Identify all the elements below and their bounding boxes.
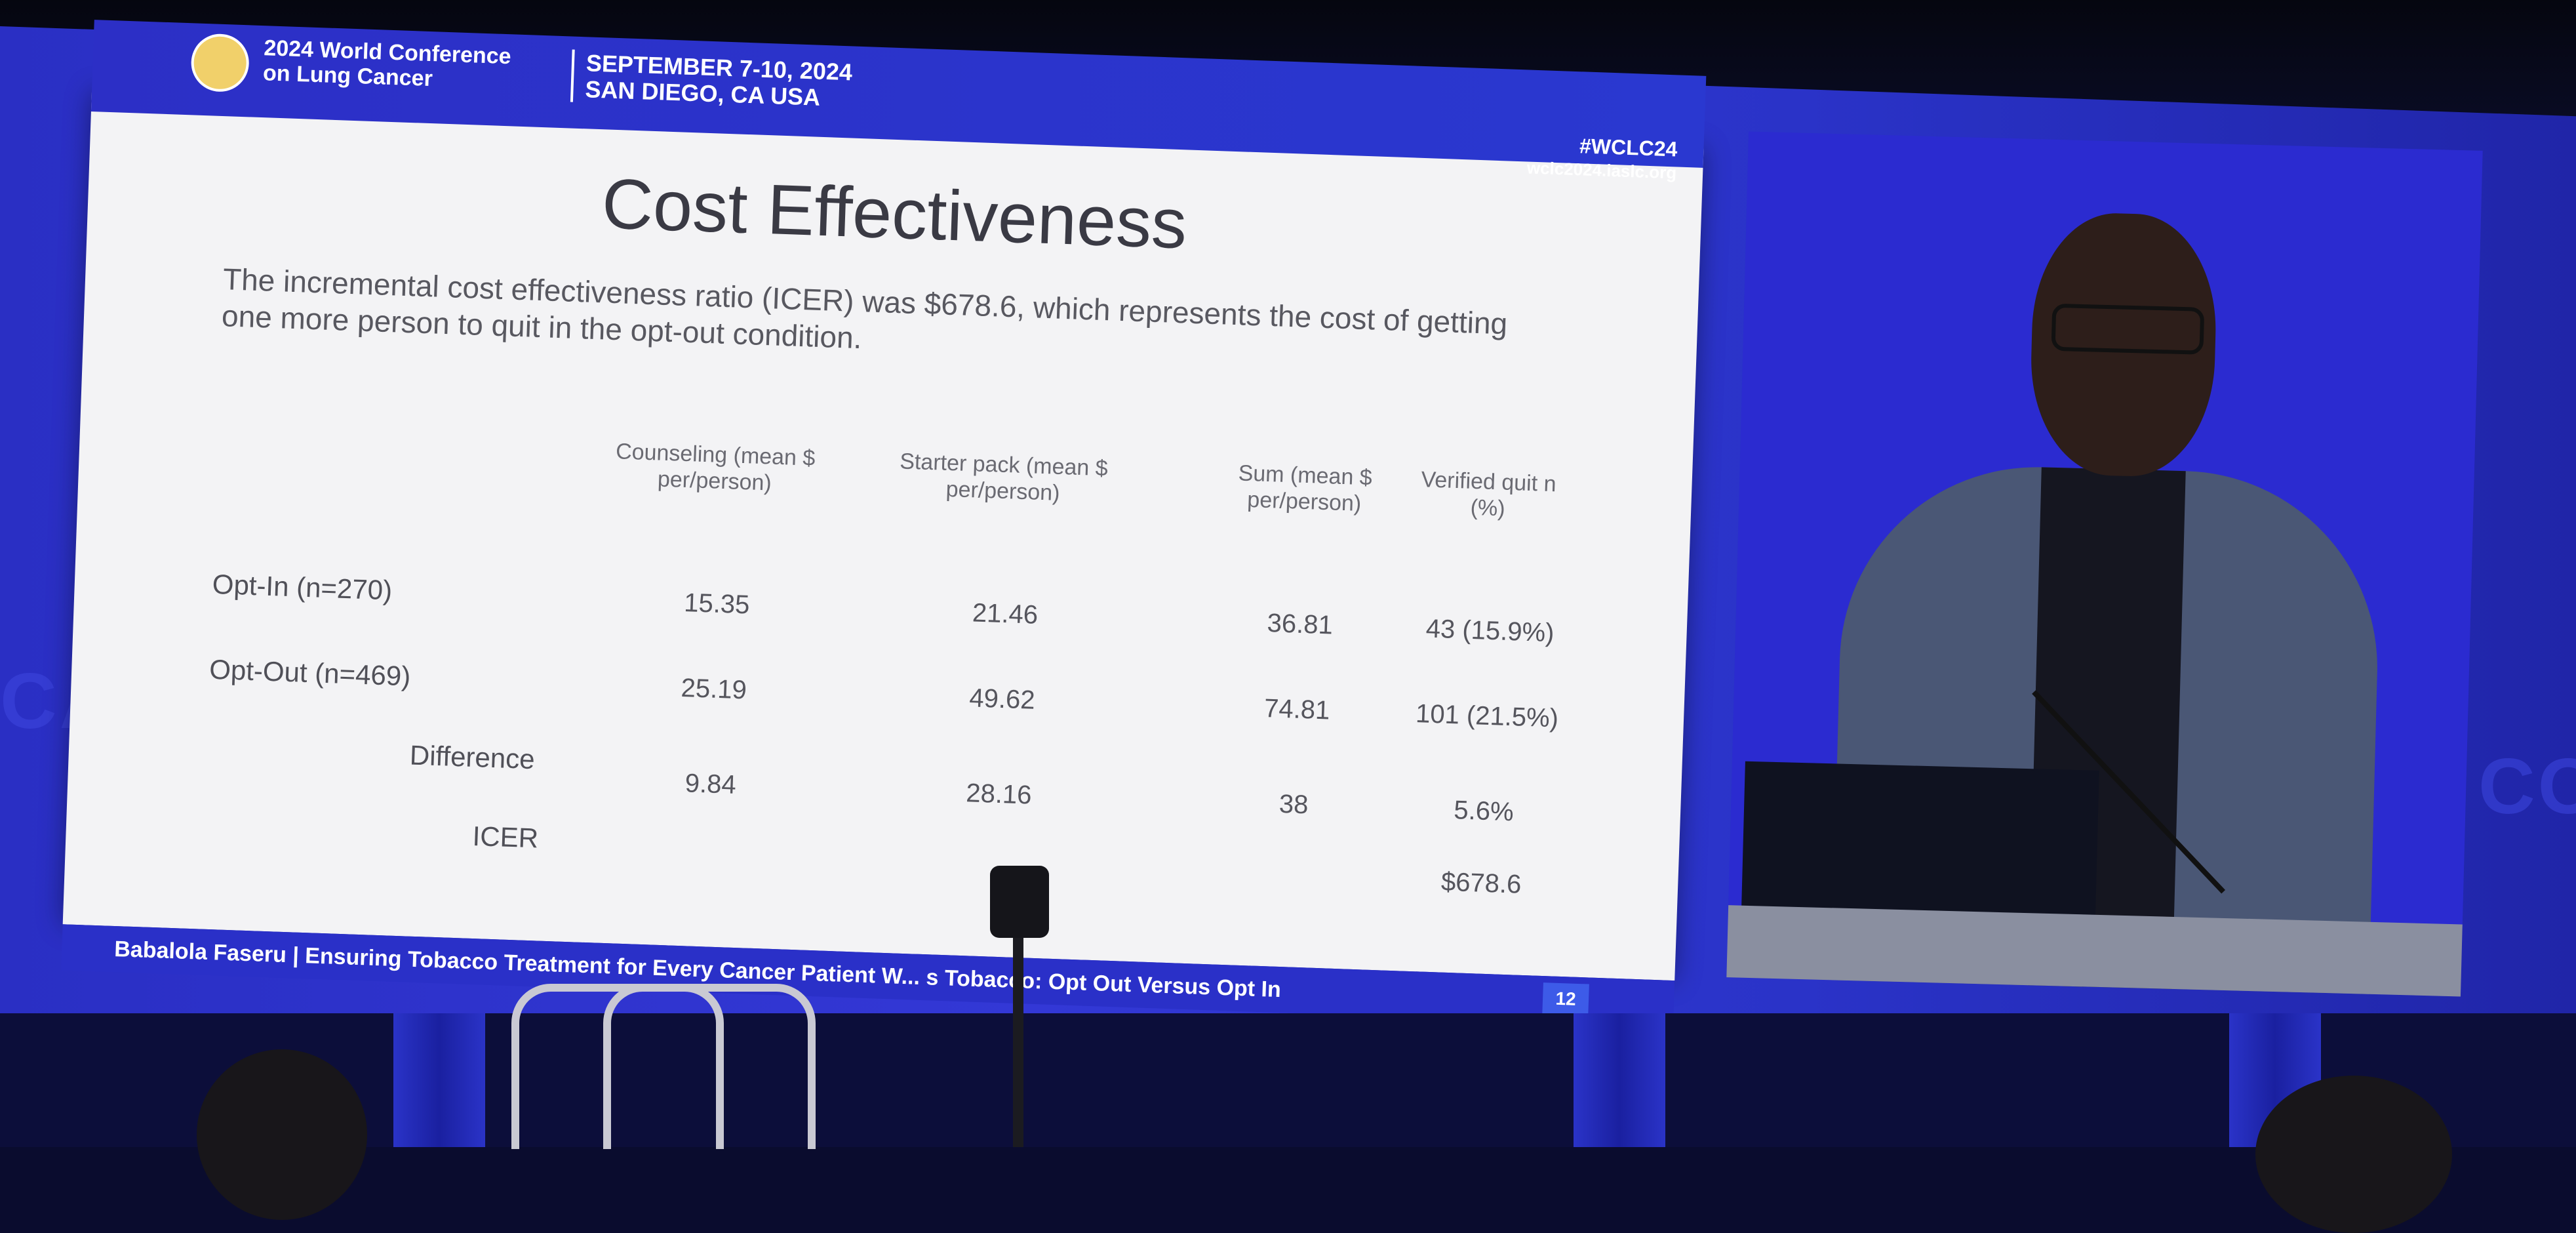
conference-date-location: SEPTEMBER 7-10, 2024 SAN DIEGO, CA USA bbox=[570, 49, 853, 112]
table-header-verified-quit: Verified quit n (%) bbox=[1420, 467, 1557, 521]
slide-title: Cost Effectiveness bbox=[601, 163, 1189, 264]
curtain bbox=[393, 1013, 485, 1147]
table-header-counseling: Counseling (mean $ per/person) bbox=[615, 439, 816, 496]
camera-icon bbox=[990, 866, 1049, 938]
table-cell: 38 bbox=[1278, 789, 1309, 820]
table-cell: 28.16 bbox=[965, 778, 1033, 810]
slide-subtitle: The incremental cost effectiveness ratio… bbox=[221, 262, 1509, 355]
presentation-slide: 2024 World Conference on Lung Cancer SEP… bbox=[61, 20, 1707, 1027]
glasses-icon bbox=[2051, 303, 2205, 355]
table-cell: 74.81 bbox=[1263, 693, 1331, 725]
table-cell: 43 (15.9%) bbox=[1425, 614, 1555, 648]
camera-stand bbox=[1013, 938, 1023, 1147]
conference-name: 2024 World Conference on Lung Cancer bbox=[263, 35, 512, 94]
table-cell: 101 (21.5%) bbox=[1415, 699, 1559, 733]
curtain bbox=[1574, 1013, 1665, 1147]
table-cell: 21.46 bbox=[972, 598, 1039, 630]
slide-page-number: 12 bbox=[1542, 982, 1589, 1016]
conference-hashtag-block: #WCLC24 wclc2024.iaslc.org bbox=[1526, 132, 1678, 184]
audience-head bbox=[2255, 1076, 2452, 1233]
table-cell: 49.62 bbox=[968, 683, 1036, 715]
stage-railing bbox=[603, 984, 816, 1149]
table-row-label-difference: Difference bbox=[409, 739, 536, 775]
laptop bbox=[1741, 761, 2099, 921]
table-cell: 5.6% bbox=[1453, 796, 1515, 827]
table-header-starter-pack: Starter pack (mean $ per/person) bbox=[899, 449, 1109, 506]
audience-head bbox=[197, 1049, 367, 1220]
background-graphic-text: CO bbox=[2478, 742, 2576, 830]
stage-area bbox=[0, 1013, 2576, 1147]
table-cell: 25.19 bbox=[680, 673, 747, 705]
table-row-label-icer: ICER bbox=[471, 820, 539, 854]
table-cell: 36.81 bbox=[1266, 609, 1334, 640]
table-header-sum: Sum (mean $ per/person) bbox=[1238, 460, 1373, 516]
table-cell: 9.84 bbox=[684, 769, 737, 799]
table-cell: 15.35 bbox=[683, 588, 751, 620]
table-cell: $678.6 bbox=[1440, 867, 1522, 899]
speaker-video-feed bbox=[1726, 131, 2483, 997]
table-row-label-opt-in: Opt-In (n=270) bbox=[212, 568, 393, 606]
table-row-label-opt-out: Opt-Out (n=469) bbox=[208, 653, 412, 692]
conference-website: wclc2024.iaslc.org bbox=[1526, 157, 1677, 183]
